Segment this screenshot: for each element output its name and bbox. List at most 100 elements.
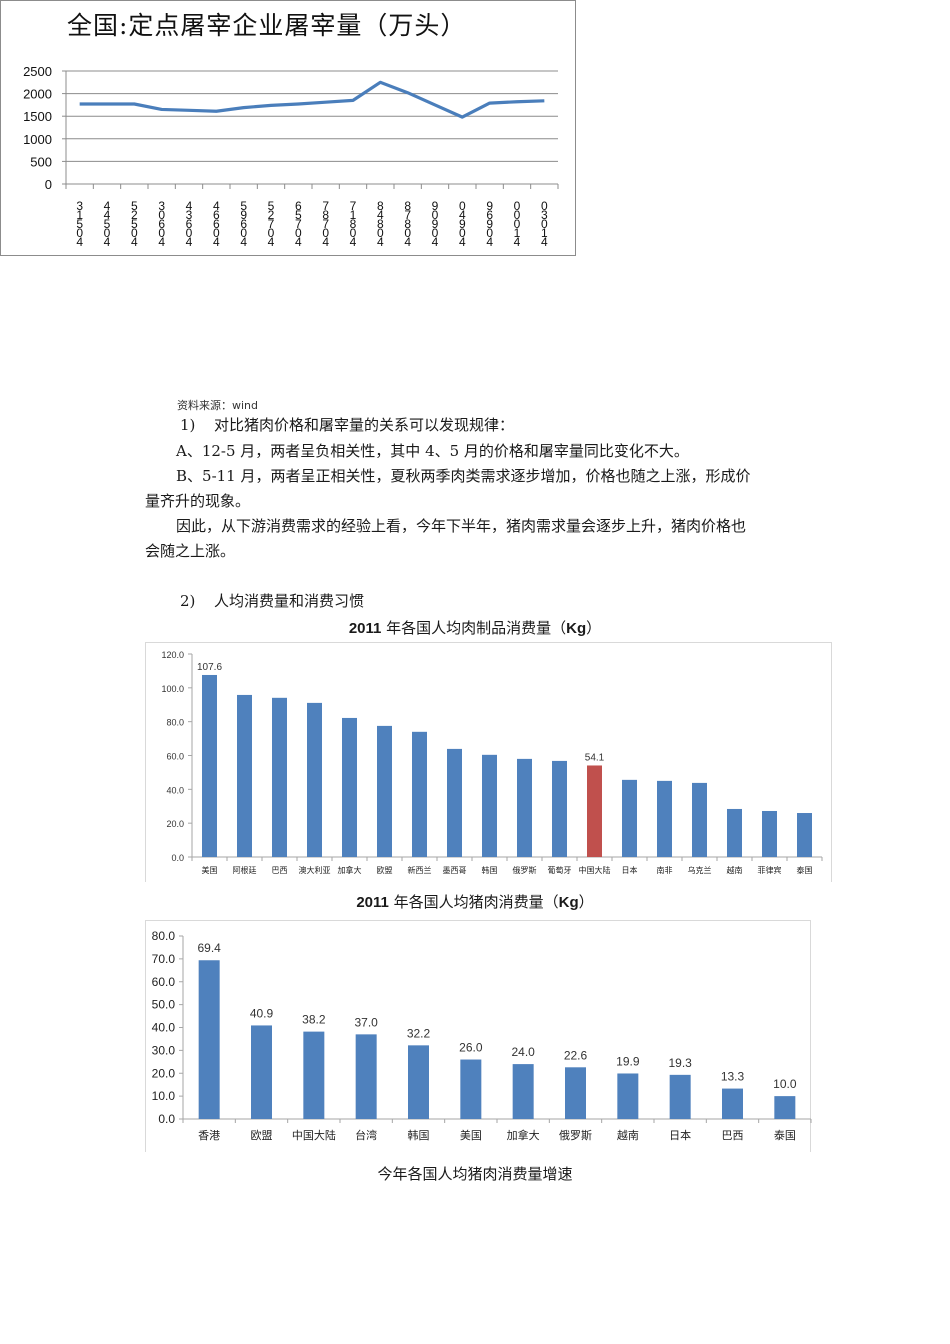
bar [692,782,707,857]
bar [669,1074,691,1119]
category-label: 加拿大 [507,1128,540,1142]
meat-consumption-bar-chart: 0.0 20.0 40.0 60.0 80.0 100.0 120.0 107.6 美国 阿根廷 巴… [145,642,832,882]
category-label: 欧盟 [377,865,393,875]
slaughter-volume-line-chart: 全国:定点屠宰企业屠宰量（万头） 0 500 1000 1500 2000 2500 3 1 5… [0,0,576,256]
bar [552,760,567,857]
bar [517,758,532,857]
data-label: 26.0 [459,1041,483,1055]
bar [512,1064,534,1119]
chart3-caption: 2011 年各国人均猪肉消费量（Kg） [356,893,594,911]
point-b-text-line2: 量齐升的现象。 [145,492,251,510]
pork-consumption-bar-chart: 0.0 10.0 20.0 30.0 40.0 50.0 60.0 70.0 80.0 69.4 香… [145,920,812,1152]
bar [198,960,220,1119]
category-label: 巴西 [272,866,288,875]
y-tick-label: 2500 [23,64,52,79]
data-label: 38.2 [302,1013,326,1027]
data-label: 32.2 [407,1026,431,1040]
bar [377,725,392,857]
data-label: 10.0 [773,1077,797,1091]
bar [412,731,427,857]
y-tick-label: 30.0 [152,1043,176,1057]
bar [307,702,322,857]
y-tick-label: 40.0 [152,1021,176,1035]
y-tick-label: 50.0 [152,998,176,1012]
y-tick-label: 2000 [23,87,52,102]
bar [272,697,287,857]
y-tick-label: 1000 [23,132,52,147]
bar [460,1059,482,1119]
bar [762,810,777,857]
pork-bar-plot: 0.0 10.0 20.0 30.0 40.0 50.0 60.0 70.0 80.0 69.4 香… [152,929,812,1142]
bar [342,717,357,857]
bar [251,1025,272,1119]
bar [774,1096,796,1119]
chart2-caption: 2011 年各国人均肉制品消费量（Kg） [348,619,602,637]
category-label: 中国大陆 [579,865,611,875]
point-a-text: A、12-5 月，两者呈负相关性，其中 4、5 月的价格和屠宰量同比变化不大。 [176,442,689,460]
bar [447,748,462,857]
bar [622,779,637,857]
y-tick-label: 10.0 [152,1089,176,1103]
bar [617,1073,639,1119]
category-label: 泰国 [797,865,813,875]
category-label: 泰国 [774,1128,796,1142]
bar [202,674,217,857]
source-note: 资料来源：wind [177,399,259,412]
category-label: 巴西 [722,1129,744,1142]
category-label: 加拿大 [338,865,362,875]
y-tick-label: 70.0 [152,952,176,966]
bar [303,1031,325,1119]
bar [408,1045,429,1119]
y-tick-label: 40.0 [166,785,184,795]
category-label: 越南 [617,1128,639,1142]
line-chart-plot: 0 500 1000 1500 2000 2500 3 1 5 0 4 4 4 5 0 4 5 2 5 0 4 3 0 6 0 4… [23,64,559,249]
meat-bar-plot: 0.0 20.0 40.0 60.0 80.0 100.0 120.0 107.6 美国 阿根廷 巴… [161,650,823,875]
category-label: 俄罗斯 [513,865,537,875]
y-tick-label: 0.0 [171,853,184,863]
section-1-number: 1) [180,416,196,434]
y-tick-label: 120.0 [161,650,184,660]
category-label: 墨西哥 [443,866,467,875]
bar [797,813,812,857]
y-tick-label: 80.0 [166,718,184,728]
category-label: 越南 [727,865,743,875]
section-2-heading: 人均消费量和消费习惯 [214,592,365,610]
bar [722,1088,743,1119]
conclusion-text-line1: 因此，从下游消费需求的经验上看，今年下半年，猪肉需求量会逐步上升，猪肉价格也 [176,517,747,535]
point-b-text-line1: B、5-11 月，两者呈正相关性，夏秋两季肉类需求逐步增加，价格也随之上涨，形成… [176,467,751,485]
data-label: 24.0 [511,1045,535,1059]
category-label: 日本 [622,865,638,875]
category-label: 阿根廷 [233,865,257,875]
category-label: 韩国 [482,865,498,875]
category-label: 台湾 [355,1128,377,1142]
category-label: 美国 [202,865,218,875]
data-label: 13.3 [721,1070,745,1084]
bar [587,765,602,857]
y-tick-label: 0.0 [158,1112,175,1126]
category-label: 日本 [669,1128,691,1142]
category-label: 菲律宾 [758,865,782,875]
data-label: 19.3 [668,1056,692,1070]
section-1-heading: 对比猪肉价格和屠宰量的关系可以发现规律： [214,416,515,434]
y-tick-label: 0 [45,177,52,192]
data-label: 107.6 [197,662,222,673]
data-line [79,80,545,119]
data-label: 69.4 [197,941,221,955]
category-label: 香港 [198,1129,220,1142]
section-2-number: 2) [180,592,196,610]
data-label: 40.9 [250,1006,274,1020]
y-tick-label: 20.0 [152,1066,176,1080]
y-tick-label: 1500 [23,109,52,124]
